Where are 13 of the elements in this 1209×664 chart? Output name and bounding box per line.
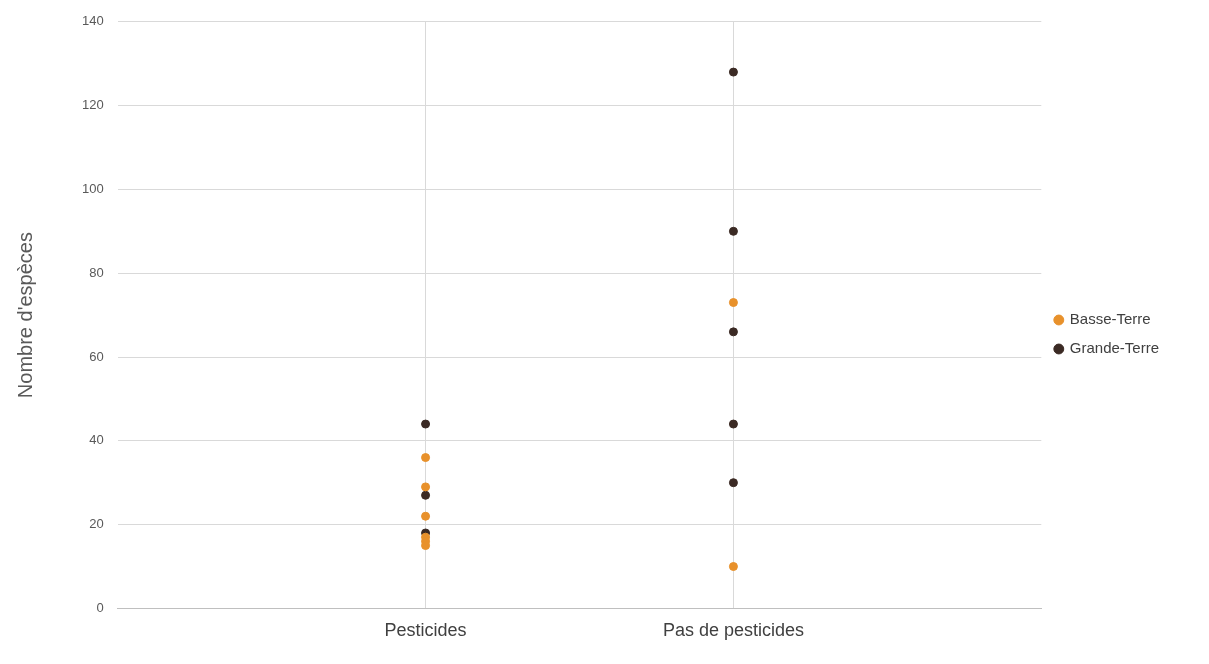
y-tick-label: 140 bbox=[81, 13, 104, 29]
x-tick-label: Pesticides bbox=[384, 620, 467, 641]
y-tick-label: 80 bbox=[89, 264, 104, 280]
y-tick-label: 0 bbox=[96, 599, 104, 615]
y-tick-label: 100 bbox=[81, 180, 104, 196]
legend-label: Grande-Terre bbox=[1069, 339, 1159, 357]
y-axis-title: Nombre d'espèces bbox=[13, 232, 36, 399]
x-tick-label: Pas de pesticides bbox=[662, 620, 804, 641]
y-tick-label: 40 bbox=[89, 432, 104, 448]
y-tick-label: 20 bbox=[89, 516, 104, 532]
y-tick-label: 120 bbox=[81, 97, 104, 113]
legend-label: Basse-Terre bbox=[1069, 310, 1151, 328]
y-tick-label: 60 bbox=[89, 348, 104, 364]
